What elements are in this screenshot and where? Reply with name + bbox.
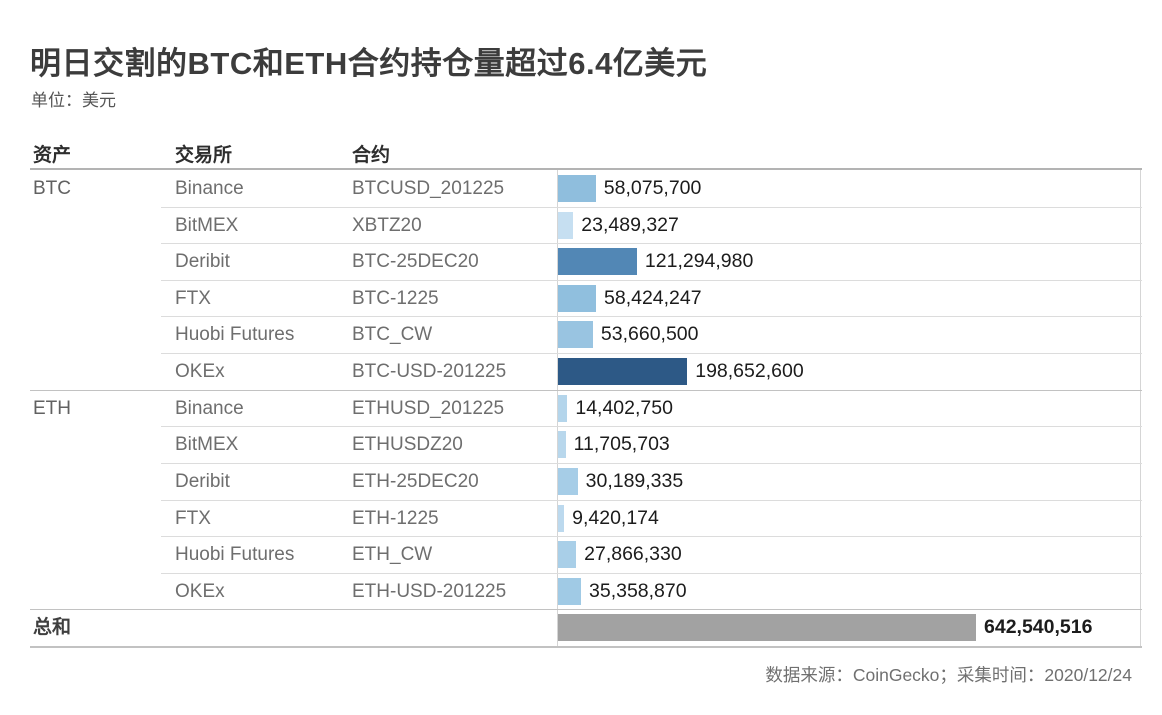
row-divider [161,316,1142,318]
exchange-label: Deribit [175,470,230,492]
contract-label: BTC-1225 [352,287,439,309]
value-label: 30,189,335 [585,469,684,492]
value-bar[interactable] [558,431,566,459]
row-divider [161,243,1142,245]
column-headers: 资产 交易所 合约 [30,140,1142,168]
exchange-label: FTX [175,287,211,309]
exchange-label: Huobi Futures [175,544,295,566]
row-divider [161,279,1142,281]
contract-label: BTC-USD-201225 [352,361,507,383]
contract-label: BTC_CW [352,324,433,346]
table-row: Huobi Futures ETH_CW 27,866,330 [30,536,1142,573]
contract-label: BTC-25DEC20 [352,251,479,273]
value-bar[interactable] [558,577,581,605]
row-divider [161,353,1142,355]
row-divider [161,206,1142,208]
value-bar[interactable] [558,321,593,349]
value-label: 121,294,980 [644,250,754,273]
value-bar[interactable] [558,467,578,495]
table-row: BitMEX XBTZ20 23,489,327 [30,206,1142,244]
exchange-label: BitMEX [175,214,239,236]
asset-label: ETH [33,397,71,419]
value-bar[interactable] [558,284,596,312]
chart-unit-subtitle: 单位：美元 [31,91,116,110]
row-divider [161,499,1142,501]
value-label: 35,358,870 [589,579,687,602]
table-row: ETH Binance ETHUSD_201225 14,402,750 [30,389,1142,427]
exchange-label: BitMEX [175,434,239,456]
table-row: FTX ETH-1225 9,420,174 [30,499,1142,537]
contract-label: ETH-1225 [352,507,439,529]
exchange-label: FTX [175,507,211,529]
exchange-label: Huobi Futures [175,324,295,346]
bar-pane-right-border [1140,170,1141,646]
table-row: OKEx BTC-USD-201225 198,652,600 [30,353,1142,390]
value-label: 58,424,247 [604,286,702,309]
table-row: Huobi Futures BTC_CW 53,660,500 [30,316,1142,353]
contract-label: ETH-USD-201225 [352,580,507,602]
value-label: 23,489,327 [581,213,679,236]
table-row: Deribit BTC-25DEC20 121,294,980 [30,243,1142,280]
contract-label: XBTZ20 [352,214,422,236]
table-row: BTC Binance BTCUSD_201225 58,075,700 [30,170,1142,207]
contract-label: ETH_CW [352,544,433,566]
value-bar[interactable] [558,248,637,276]
value-label: 198,652,600 [695,360,804,383]
header-divider [30,168,1142,170]
chart-title: 明日交割的BTC和ETH合约持仓量超过6.4亿美元 [30,46,708,81]
exchange-label: Deribit [175,251,230,273]
source-caption: 数据来源：CoinGecko；采集时间：2020/12/24 [765,665,1132,685]
value-label: 53,660,500 [600,323,699,346]
value-bar[interactable] [558,175,596,202]
table-rows: BTC Binance BTCUSD_201225 58,075,700 BitMEX X… [30,170,1142,648]
value-label: 27,866,330 [584,543,682,566]
value-label: 642,540,516 [984,616,1093,639]
row-divider [161,536,1142,538]
value-label: 14,402,750 [575,396,673,419]
table-row-total: 总和 642,540,516 [30,609,1142,646]
column-header-contract: 合约 [352,145,391,166]
contract-label: BTCUSD_201225 [352,178,505,199]
row-divider [30,609,1142,611]
contract-label: ETHUSDZ20 [352,434,463,456]
table-row: FTX BTC-1225 58,424,247 [30,279,1142,317]
total-bar[interactable] [558,614,976,642]
row-divider [161,462,1142,464]
total-label: 总和 [33,617,72,639]
asset-label: BTC [33,178,71,199]
table-row: OKEx ETH-USD-201225 35,358,870 [30,572,1142,610]
column-header-asset: 资产 [33,145,72,166]
exchange-label: Binance [175,178,244,199]
row-divider [30,389,1142,391]
value-bar[interactable] [558,211,574,239]
row-divider [161,572,1142,574]
value-bar[interactable] [558,394,568,422]
column-header-exchange: 交易所 [175,145,233,166]
bar-pane-left-border [557,170,558,646]
table-bottom-border [30,646,1142,648]
value-label: 11,705,703 [573,433,670,456]
value-label: 58,075,700 [603,177,702,199]
row-divider [161,426,1142,428]
value-bar[interactable] [558,541,577,569]
value-label: 9,420,174 [572,506,659,529]
table-row: BitMEX ETHUSDZ20 11,705,703 [30,426,1142,463]
table-row: Deribit ETH-25DEC20 30,189,335 [30,462,1142,500]
value-bar[interactable] [558,504,565,532]
value-bar[interactable] [558,358,688,386]
contract-label: ETHUSD_201225 [352,397,505,419]
exchange-label: OKEx [175,580,225,602]
contract-label: ETH-25DEC20 [352,470,479,492]
exchange-label: Binance [175,397,244,419]
exchange-label: OKEx [175,361,225,383]
